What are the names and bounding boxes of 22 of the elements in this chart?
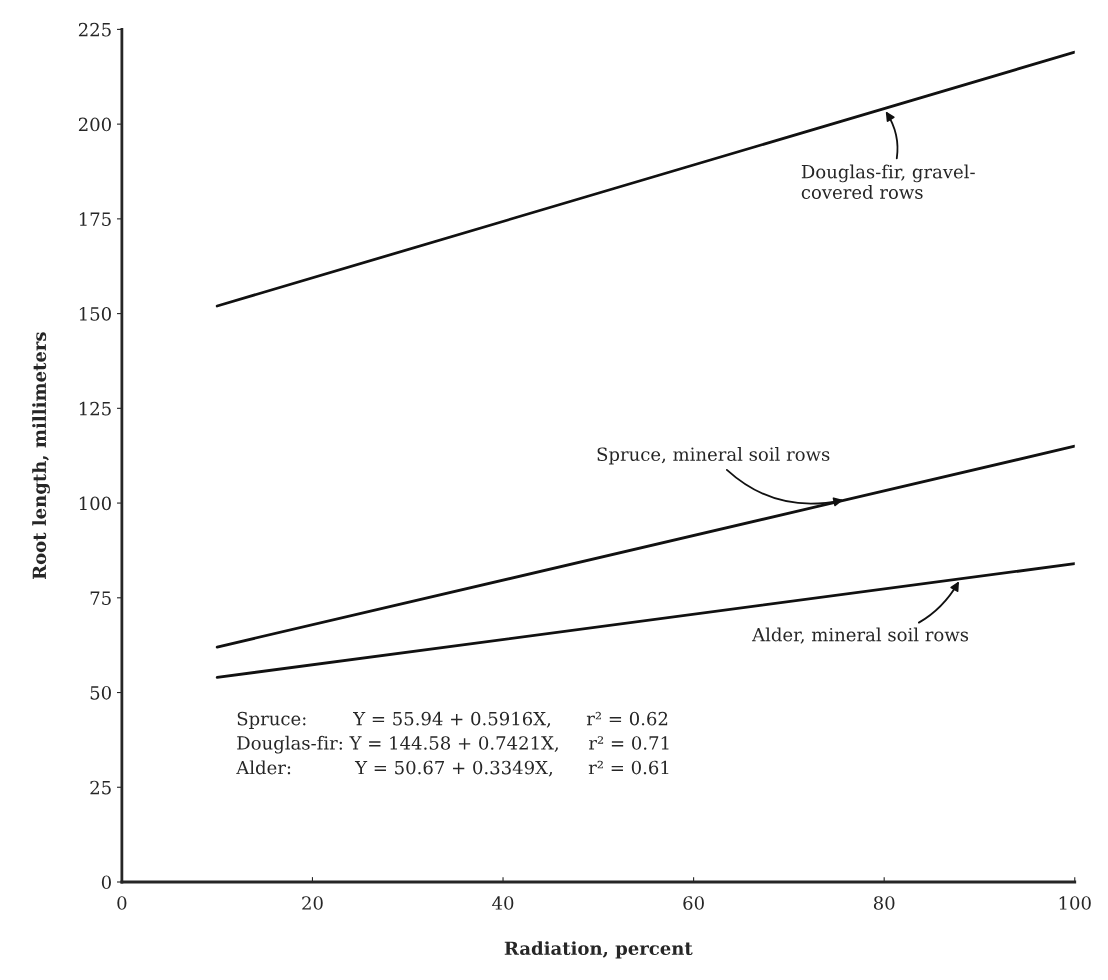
x-tick-label: 60	[683, 896, 704, 910]
x-tick-label: 20	[302, 896, 323, 910]
y-tick-label: 100	[79, 496, 111, 511]
annotation: Spruce, mineral soil rows	[597, 447, 830, 465]
y-tick-label: 0	[101, 875, 111, 890]
annotation: Spruce: Y = 55.94 + 0.5916X, r² = 0.62 Douglas-fir: Y = 144.58 + 0.7421X, r² = 0.71 Alder: Y = 50.67 + 0.3349X, r² = 0.61	[236, 711, 669, 777]
x-tick-label: 80	[873, 896, 895, 910]
x-axis-title: Radiation, percent	[504, 941, 693, 959]
y-tick-label: 225	[78, 22, 111, 37]
y-tick-label: 125	[79, 401, 111, 416]
y-tick-label: 200	[78, 117, 111, 132]
x-tick-label: 0	[117, 896, 127, 910]
y-tick-label: 175	[79, 212, 111, 226]
x-tick-label: 40	[492, 896, 514, 910]
annotation: Douglas-fir, gravel- covered rows	[801, 164, 975, 199]
x-tick-label: 100	[1059, 896, 1091, 910]
y-tick-label: 75	[90, 591, 111, 605]
y-tick-label: 50	[90, 685, 111, 700]
annotation: Alder, mineral soil rows	[751, 627, 969, 644]
y-tick-label: 25	[90, 780, 111, 795]
y-tick-label: 150	[79, 307, 111, 321]
y-axis-title: Root length, millimeters	[32, 332, 50, 580]
